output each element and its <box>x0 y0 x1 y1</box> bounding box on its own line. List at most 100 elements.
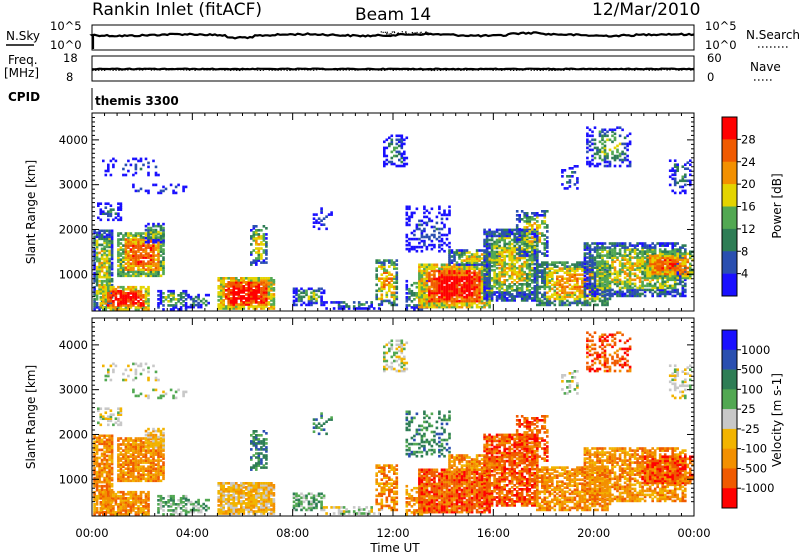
power-cell <box>435 291 439 295</box>
power-cell <box>556 265 559 268</box>
power-cell <box>230 285 233 288</box>
power-cell <box>162 238 165 242</box>
power-cell <box>230 277 233 280</box>
power-cell <box>513 270 516 274</box>
power-cell <box>408 304 411 307</box>
power-cell <box>498 285 501 288</box>
power-cell <box>531 248 534 251</box>
power-cell <box>473 285 476 289</box>
power-cell <box>475 251 479 254</box>
power-cell <box>679 278 682 282</box>
power-cell <box>596 284 599 288</box>
power-cell <box>571 269 574 272</box>
power-cell <box>395 303 399 307</box>
power-cell <box>500 228 504 232</box>
power-cell <box>608 288 612 292</box>
power-cell <box>463 295 466 299</box>
power-cell <box>623 272 627 276</box>
power-cell <box>257 297 261 300</box>
power-cell <box>345 305 348 308</box>
power-cell <box>139 270 143 274</box>
power-cell <box>515 293 519 296</box>
power-cell <box>536 283 539 287</box>
power-cell <box>114 292 118 295</box>
power-cell <box>227 297 230 300</box>
power-cell <box>528 254 532 257</box>
power-cell <box>383 271 386 275</box>
power-cell <box>152 264 155 268</box>
power-cell <box>525 250 529 253</box>
power-cell <box>257 259 261 262</box>
power-cell <box>109 204 113 208</box>
power-cell <box>465 265 469 269</box>
power-cell <box>463 285 466 289</box>
noise-sky-series <box>89 31 695 49</box>
power-cell <box>445 287 449 291</box>
power-cell <box>528 216 532 219</box>
power-cell <box>433 283 436 287</box>
power-cell <box>541 220 544 223</box>
power-cell <box>586 126 589 130</box>
power-cell <box>663 250 667 254</box>
power-cell <box>586 262 589 266</box>
power-cell <box>673 280 677 284</box>
power-cell <box>117 242 120 245</box>
power-cell <box>490 236 494 240</box>
power-cell <box>252 281 256 284</box>
power-cell <box>505 234 509 238</box>
power-cell <box>455 287 459 291</box>
nsky-tick-top: 10^5 <box>50 19 82 33</box>
power-cell <box>478 297 481 301</box>
power-cell <box>636 258 639 262</box>
power-cell <box>420 231 424 235</box>
power-cell <box>668 278 672 282</box>
power-cell <box>656 278 659 282</box>
power-cell <box>503 236 506 240</box>
power-cell <box>556 269 559 272</box>
power-cell <box>132 268 135 272</box>
power-cell <box>668 286 672 290</box>
power-cell <box>490 264 494 268</box>
power-cell <box>117 285 120 289</box>
power-cell <box>144 240 148 244</box>
power-cell <box>425 295 429 299</box>
power-cell <box>465 251 469 254</box>
power-cell <box>119 208 123 212</box>
power-cell <box>593 272 597 276</box>
power-cell <box>405 283 409 287</box>
power-cell <box>536 234 539 238</box>
power-cell <box>455 297 459 301</box>
power-cell <box>443 279 446 283</box>
power-cell <box>515 236 519 239</box>
power-cell <box>518 240 521 244</box>
power-cell <box>618 268 622 272</box>
power-cell <box>546 271 549 275</box>
power-cell <box>523 254 526 257</box>
power-cell <box>250 279 253 282</box>
power-cell <box>643 284 647 288</box>
power-cell <box>95 253 99 257</box>
power-cell <box>157 173 160 177</box>
power-cell <box>428 277 431 281</box>
power-cell <box>172 289 175 293</box>
power-cell <box>588 273 592 277</box>
power-cell <box>533 297 537 300</box>
power-cell <box>586 252 589 255</box>
power-cell <box>222 303 225 306</box>
power-cell <box>127 250 130 253</box>
power-cell <box>468 285 471 289</box>
beam-title: Beam 14 <box>355 5 431 25</box>
power-cell <box>558 283 562 287</box>
power-cell <box>673 242 677 245</box>
power-cell <box>601 276 604 280</box>
power-cell <box>613 260 617 264</box>
power-cell <box>588 248 592 251</box>
power-cell <box>541 277 544 281</box>
power-cell <box>498 281 501 284</box>
power-cell <box>684 288 687 292</box>
power-cell <box>108 245 111 249</box>
power-cell <box>102 212 105 216</box>
power-cell <box>107 298 110 301</box>
noise-search-dot <box>404 33 406 36</box>
power-cell <box>367 305 371 308</box>
